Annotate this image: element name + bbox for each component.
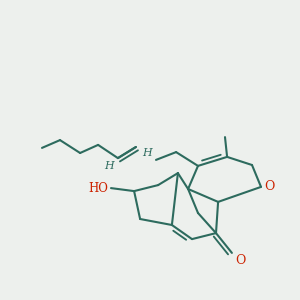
Text: H: H: [142, 148, 152, 158]
Text: H: H: [104, 161, 114, 171]
Text: O: O: [236, 254, 246, 267]
Text: O: O: [264, 180, 274, 194]
Text: HO: HO: [89, 182, 109, 195]
